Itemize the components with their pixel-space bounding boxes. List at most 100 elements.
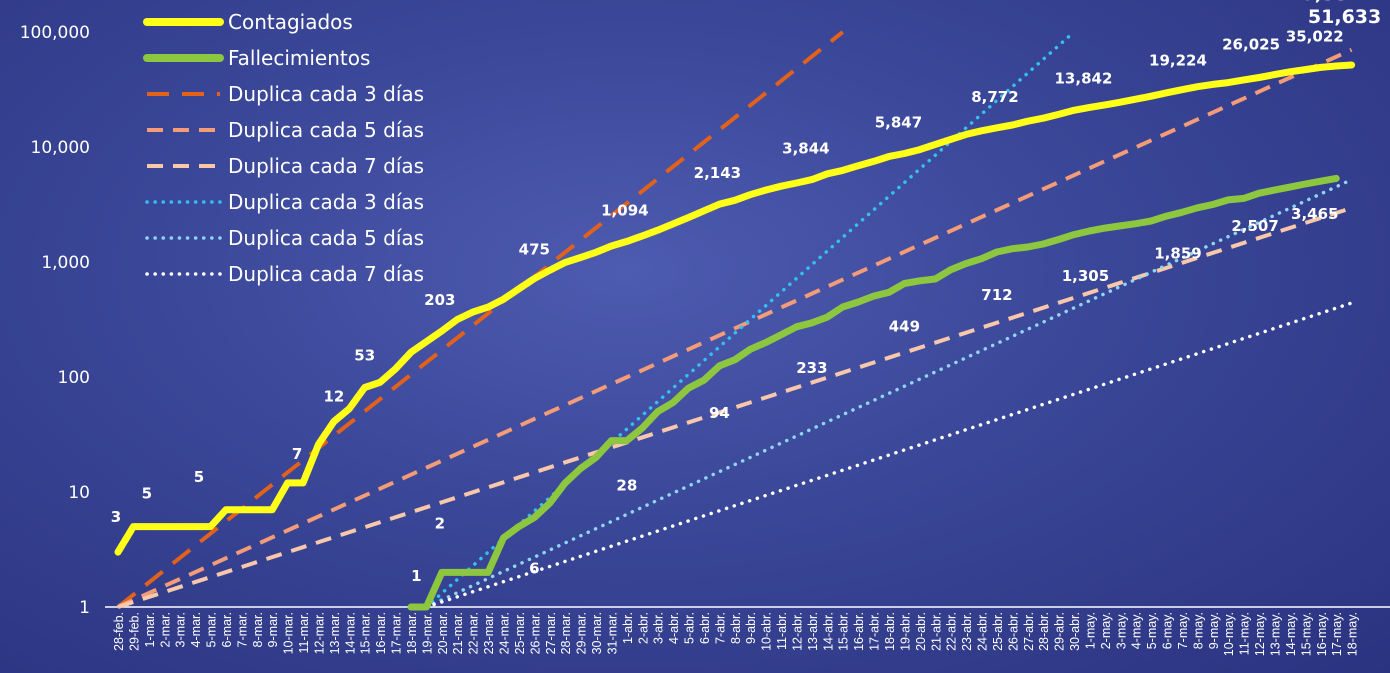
x-tick-label: 7-may. bbox=[1176, 612, 1190, 649]
x-tick-label: 1-abr. bbox=[621, 612, 635, 644]
data-label: 3,844 bbox=[782, 140, 829, 158]
data-label: 2,143 bbox=[694, 164, 741, 182]
x-tick-label: 19-mar. bbox=[420, 612, 434, 654]
x-tick-label: 4-abr. bbox=[667, 612, 681, 644]
y-tick-label: 10 bbox=[68, 483, 90, 503]
series-line-f_dup5 bbox=[424, 177, 1354, 609]
data-label: 2,507 bbox=[1231, 217, 1278, 235]
x-tick-label: 31-mar. bbox=[605, 612, 619, 654]
data-label: 19,224 bbox=[1149, 52, 1207, 70]
x-tick-label: 8-mar. bbox=[251, 612, 265, 647]
x-tick-label: 29-abr. bbox=[1053, 612, 1067, 651]
x-tick-label: 5-mar. bbox=[205, 612, 219, 647]
x-tick-label: 24-abr. bbox=[976, 612, 990, 651]
x-tick-label: 2-abr. bbox=[636, 612, 650, 644]
x-tick-label: 9-abr. bbox=[744, 612, 758, 644]
data-label: 8,772 bbox=[971, 88, 1018, 106]
x-tick-label: 23-mar. bbox=[482, 612, 496, 654]
x-tick-label: 18-may. bbox=[1346, 612, 1360, 656]
data-label: 26,025 bbox=[1222, 36, 1280, 54]
legend-label: Contagiados bbox=[228, 10, 353, 34]
x-tick-label: 21-abr. bbox=[929, 612, 943, 651]
y-tick-label: 10,000 bbox=[31, 138, 90, 158]
data-label: 7 bbox=[292, 445, 302, 463]
x-tick-label: 22-mar. bbox=[467, 612, 481, 654]
x-tick-label: 30-abr. bbox=[1068, 612, 1082, 651]
legend-label: Duplica cada 5 días bbox=[228, 226, 424, 250]
x-tick-label: 1-mar. bbox=[143, 612, 157, 647]
data-label: 53 bbox=[354, 347, 375, 365]
x-tick-label: 2-mar. bbox=[158, 612, 172, 647]
data-label: 5,332 bbox=[1302, 0, 1362, 5]
data-label: 35,022 bbox=[1286, 27, 1344, 45]
x-tick-label: 18-mar. bbox=[405, 612, 419, 654]
data-label: 1,305 bbox=[1062, 267, 1109, 285]
x-tick-label: 28-feb. bbox=[112, 612, 126, 651]
y-tick-label: 100,000 bbox=[20, 23, 90, 43]
x-tick-label: 26-mar. bbox=[528, 612, 542, 654]
x-tick-label: 24-mar. bbox=[498, 612, 512, 654]
x-tick-label: 13-mar. bbox=[328, 612, 342, 654]
x-tick-label: 6-abr. bbox=[698, 612, 712, 644]
x-tick-label: 4-mar. bbox=[189, 612, 203, 647]
x-tick-label: 28-abr. bbox=[1037, 612, 1051, 651]
data-label: 2 bbox=[435, 514, 445, 532]
x-tick-label: 13-may. bbox=[1269, 612, 1283, 656]
x-tick-label: 6-mar. bbox=[220, 612, 234, 647]
y-tick-label: 1 bbox=[79, 598, 90, 618]
data-label: 28 bbox=[616, 477, 637, 495]
data-label: 12 bbox=[323, 388, 344, 406]
data-label: 1,859 bbox=[1154, 244, 1201, 262]
x-tick-label: 7-mar. bbox=[235, 612, 249, 647]
x-tick-label: 29-mar. bbox=[575, 612, 589, 654]
x-tick-label: 4-may. bbox=[1130, 612, 1144, 649]
series-line-f_dup7 bbox=[424, 301, 1354, 609]
series-line-c_dup5 bbox=[117, 47, 1353, 609]
data-label: 5 bbox=[142, 485, 152, 503]
x-tick-label: 15-abr. bbox=[837, 612, 851, 651]
x-tick-label: 11-may. bbox=[1238, 612, 1252, 655]
x-tick-label: 17-mar. bbox=[390, 612, 404, 654]
x-tick-label: 23-abr. bbox=[960, 612, 974, 651]
x-tick-label: 16-mar. bbox=[374, 612, 388, 654]
y-tick-label: 100 bbox=[58, 368, 90, 388]
legend-label: Fallecimientos bbox=[228, 46, 370, 70]
x-tick-label: 27-mar. bbox=[544, 612, 558, 654]
x-tick-label: 12-may. bbox=[1253, 612, 1267, 656]
data-label: 5 bbox=[194, 468, 204, 486]
x-tick-label: 15-mar. bbox=[359, 612, 373, 654]
legend-label: Duplica cada 7 días bbox=[228, 262, 424, 286]
legend-label: Duplica cada 3 días bbox=[228, 82, 424, 106]
x-tick-label: 6-may. bbox=[1161, 612, 1175, 649]
y-tick-label: 1,000 bbox=[41, 253, 90, 273]
x-tick-label: 9-mar. bbox=[266, 612, 280, 647]
x-tick-label: 3-may. bbox=[1114, 612, 1128, 649]
x-tick-label: 27-abr. bbox=[1022, 612, 1036, 651]
x-tick-label: 12-abr. bbox=[790, 612, 804, 651]
x-tick-label: 14-mar. bbox=[343, 612, 357, 654]
x-tick-label: 8-may. bbox=[1191, 612, 1205, 649]
x-tick-label: 17-may. bbox=[1330, 612, 1344, 656]
x-tick-label: 20-abr. bbox=[914, 612, 928, 651]
x-tick-label: 26-abr. bbox=[1006, 612, 1020, 651]
data-label: 712 bbox=[981, 286, 1012, 304]
x-tick-label: 3-mar. bbox=[174, 612, 188, 647]
x-tick-label: 1-may. bbox=[1083, 612, 1097, 649]
x-tick-label: 11-abr. bbox=[775, 612, 789, 650]
data-label: 6 bbox=[529, 560, 539, 578]
legend-label: Duplica cada 3 días bbox=[228, 190, 424, 214]
x-tick-label: 29-feb. bbox=[127, 612, 141, 651]
x-tick-label: 10-may. bbox=[1222, 612, 1236, 656]
x-tick-label: 22-abr. bbox=[945, 612, 959, 651]
data-label: 1,094 bbox=[601, 201, 648, 219]
series-line-f_dup3 bbox=[424, 30, 1076, 609]
x-tick-label: 14-may. bbox=[1284, 612, 1298, 656]
series-line-contagiados bbox=[114, 61, 1356, 556]
x-tick-label: 28-mar. bbox=[559, 612, 573, 654]
data-label: 51,633 bbox=[1308, 6, 1381, 28]
x-tick-label: 21-mar. bbox=[451, 612, 465, 654]
x-tick-label: 9-may. bbox=[1207, 612, 1221, 649]
x-tick-label: 10-abr. bbox=[760, 612, 774, 651]
x-tick-label: 20-mar. bbox=[436, 612, 450, 654]
